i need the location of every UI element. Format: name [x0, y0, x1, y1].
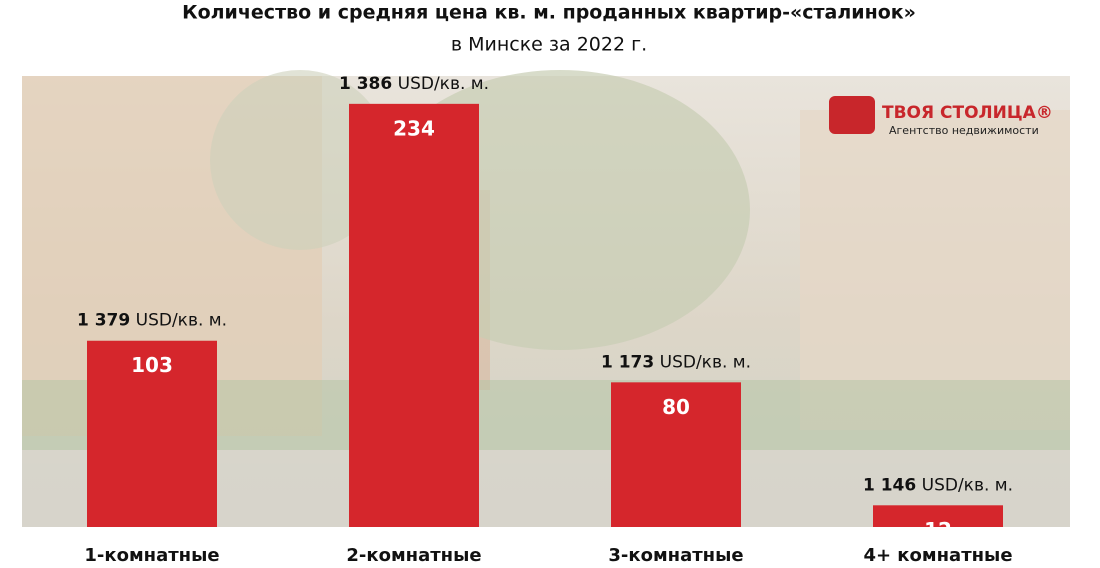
bar [611, 382, 741, 527]
price-label: 1 379 USD/кв. м. [77, 311, 227, 331]
price-value: 1 173 [601, 352, 654, 372]
price-value: 1 379 [77, 311, 130, 331]
bar [349, 103, 479, 527]
price-value: 1 386 [339, 74, 392, 94]
x-tick-label: 4+ комнатные [863, 545, 1012, 566]
price-unit: USD/кв. м. [398, 74, 489, 94]
price-unit: USD/кв. м. [922, 475, 1013, 495]
price-label: 1 146 USD/кв. м. [863, 475, 1013, 495]
x-tick-label: 1-комнатные [84, 545, 219, 566]
bar-value-label: 234 [393, 116, 435, 140]
bar-value-label: 80 [662, 395, 690, 419]
bar [87, 340, 217, 527]
bar [873, 505, 1003, 527]
price-unit: USD/кв. м. [660, 352, 751, 372]
bar-value-label: 12 [924, 518, 952, 542]
chart-title: Количество и средняя цена кв. м. проданн… [182, 2, 916, 24]
price-unit: USD/кв. м. [136, 311, 227, 331]
logo-icon [829, 96, 875, 134]
x-tick-label: 2-комнатные [346, 545, 481, 566]
chart-subtitle: в Минске за 2022 г. [451, 34, 647, 56]
logo: ТВОЯ СТОЛИЦА® Агентство недвижимости [829, 96, 1053, 137]
logo-name: ТВОЯ СТОЛИЦА® [882, 103, 1053, 123]
price-value: 1 146 [863, 475, 916, 495]
price-label: 1 173 USD/кв. м. [601, 352, 751, 372]
price-label: 1 386 USD/кв. м. [339, 74, 489, 94]
logo-tagline: Агентство недвижимости [889, 124, 1039, 137]
bar-value-label: 103 [131, 353, 173, 377]
x-tick-label: 3-комнатные [608, 545, 743, 566]
